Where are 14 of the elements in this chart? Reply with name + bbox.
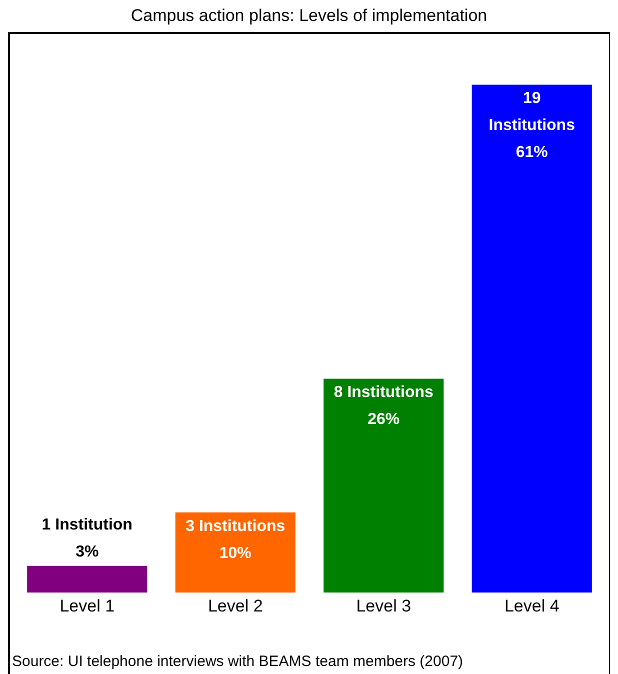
data-label: 8 Institutions 26%: [334, 384, 434, 428]
chart-title: Campus action plans: Levels of implementation: [130, 6, 488, 26]
bar: [27, 566, 148, 593]
x-tick-label: Level 2: [208, 596, 263, 616]
data-label: 3 Institutions 10%: [186, 518, 286, 562]
x-tick-label: Level 1: [60, 596, 115, 616]
source-note: Source: UI telephone interviews with BEAMS team members (2007): [12, 653, 464, 670]
bar: [472, 84, 592, 593]
bar: [175, 512, 296, 593]
data-label: 1 Institution 3%: [42, 516, 132, 560]
bar: [324, 378, 444, 593]
x-tick-label: Level 3: [356, 596, 412, 616]
data-label: 19 Institutions 61%: [488, 90, 576, 162]
x-tick-label: Level 4: [504, 596, 560, 616]
